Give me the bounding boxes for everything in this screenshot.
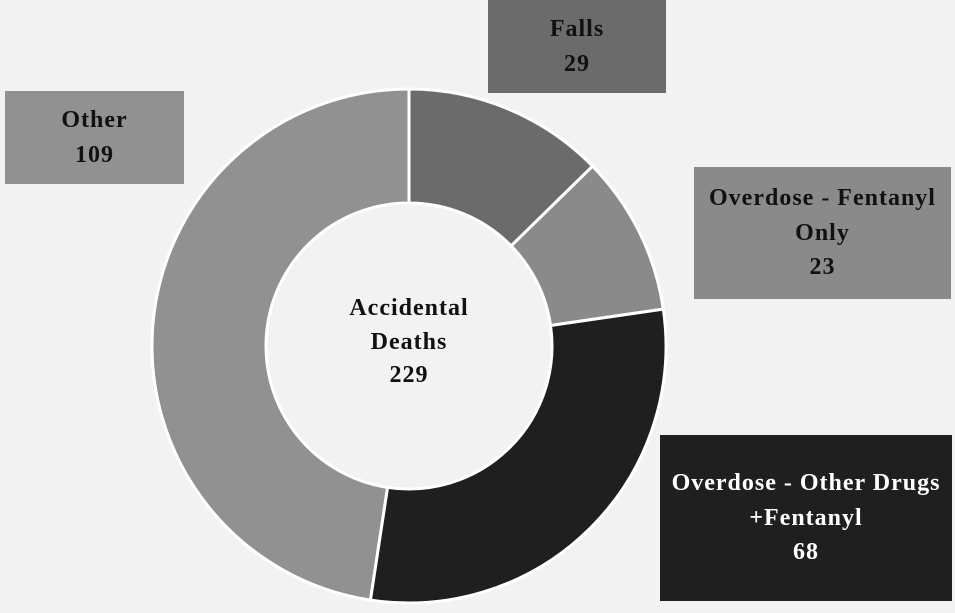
data-label-box: Overdose - Fentanyl Only 23 [694, 167, 951, 299]
data-label-value: 29 [564, 50, 590, 77]
data-label-value: 109 [75, 141, 114, 168]
donut-slice [368, 307, 668, 605]
data-label-category: Falls [549, 15, 605, 42]
data-label-value: 23 [809, 254, 836, 281]
center-value: 229 [389, 362, 429, 389]
data-label-category: Overdose - Other Drugs +Fentanyl [671, 469, 941, 531]
data-label-box: Other 109 [5, 91, 184, 184]
data-label-box: Overdose - Other Drugs +Fentanyl 68 [660, 435, 952, 601]
data-label-category: Overdose - Fentanyl Only [709, 184, 936, 246]
data-label-category: Other [61, 106, 128, 133]
data-label-box: Falls 29 [488, 0, 666, 93]
data-label-value: 68 [793, 539, 819, 566]
center-label: Accidental Deaths [349, 295, 469, 355]
center-label-group: Accidental Deaths 229 [319, 292, 499, 393]
donut-slice [150, 87, 411, 602]
